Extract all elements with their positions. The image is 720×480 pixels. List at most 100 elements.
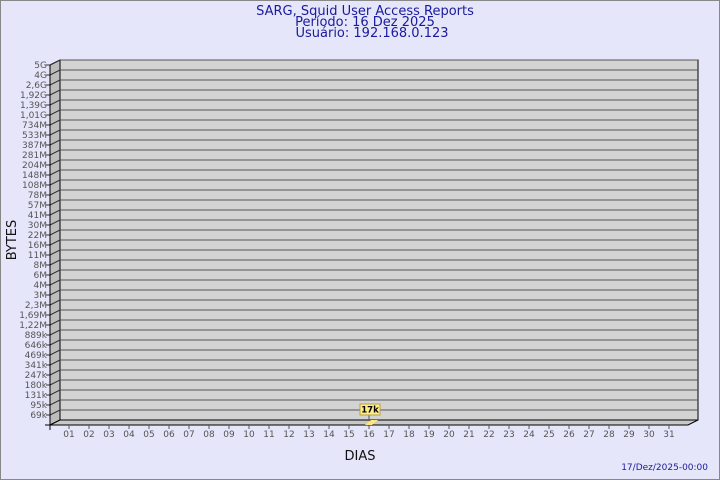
gridline-side [49,279,61,286]
x-tick-label: 24 [523,430,535,440]
gridline-side [49,239,61,246]
x-tick-label: 27 [583,430,594,440]
y-tick-label: 2,3M [25,301,47,311]
x-tick-label: 02 [83,430,94,440]
gridline-side [49,329,61,336]
gridline-side [49,119,61,126]
y-tick-label: 41M [28,211,47,221]
y-tick-label: 1,01G [20,111,47,121]
x-tick-label: 29 [623,430,635,440]
gridline-side [49,349,61,356]
x-tick-label: 17 [383,430,394,440]
x-axis-label: DIAS [345,449,376,464]
generated-timestamp: 17/Dez/2025-00:00 [621,463,708,473]
y-tick-label: 22M [28,231,47,241]
x-tick-label: 15 [343,430,354,440]
gridline-side [49,189,61,196]
y-tick-label: 469k [25,351,48,361]
y-tick-label: 247k [25,371,48,381]
x-tick-label: 03 [103,430,114,440]
gridline-side [49,109,61,116]
gridline-side [49,359,61,366]
y-tick-label: 1,39G [20,101,47,111]
y-tick-label: 30M [28,221,47,231]
y-tick-label: 57M [28,201,47,211]
y-tick-label: 11M [28,251,47,261]
y-tick-label: 734M [22,121,47,131]
x-tick-label: 16 [363,430,375,440]
x-tick-label: 30 [643,430,655,440]
x-tick-label: 25 [543,430,554,440]
x-tick-label: 26 [563,430,575,440]
gridline-side [49,159,61,166]
x-tick-label: 06 [163,430,175,440]
x-tick-label: 31 [663,430,674,440]
y-tick-label: 4M [34,281,48,291]
y-tick-label: 646k [25,341,48,351]
gridline-side [49,219,61,226]
gridline-side [49,389,61,396]
x-tick-label: 11 [263,430,274,440]
y-tick-label: 4G [34,71,47,81]
x-tick-label: 18 [403,430,415,440]
gridline-side [49,99,61,106]
x-tick-label: 28 [603,430,615,440]
y-axis-label: BYTES [5,220,20,261]
y-tick-label: 2,6G [26,81,47,91]
gridline-side [49,339,61,346]
data-label: 17k [361,406,379,416]
x-tick-label: 08 [203,430,215,440]
x-tick-label: 13 [303,430,314,440]
gridline-side [49,379,61,386]
y-tick-label: 131k [25,391,48,401]
y-tick-label: 1,69M [19,311,47,321]
x-tick-label: 07 [183,430,194,440]
gridline-side [49,399,61,406]
gridline-side [49,69,61,76]
gridline-side [49,369,61,376]
gridline-side [49,89,61,96]
y-tick-label: 889k [25,331,48,341]
gridline-side [49,209,61,216]
x-tick-label: 04 [123,430,135,440]
gridline-side [49,299,61,306]
y-tick-label: 1,92G [20,91,47,101]
gridline-side [49,169,61,176]
y-tick-label: 5G [34,61,47,71]
gridline-side [49,59,61,66]
gridline-side [49,319,61,326]
y-tick-label: 180k [25,381,48,391]
y-tick-label: 6M [34,271,48,281]
y-tick-label: 16M [28,241,47,251]
gridline-side [49,269,61,276]
y-tick-label: 387M [22,141,47,151]
y-tick-label: 341k [25,361,48,371]
y-tick-label: 1,22M [19,321,47,331]
bar-day-16 [365,420,378,425]
x-tick-label: 01 [63,430,74,440]
gridline-side [49,229,61,236]
x-tick-label: 22 [483,430,494,440]
chart-user: Usuário: 192.168.0.123 [295,26,448,41]
chart-period: Período: 16 Dez 2025 [295,15,435,30]
y-tick-label: 281M [22,151,47,161]
x-tick-label: 20 [443,430,455,440]
gridline-side [49,409,61,416]
y-tick-label: 8M [34,261,48,271]
gridline-side [49,309,61,316]
gridline-side [49,129,61,136]
x-tick-label: 19 [423,430,435,440]
y-tick-label: 148M [22,171,47,181]
gridline-side [49,179,61,186]
x-tick-label: 14 [323,430,335,440]
gridline-side [49,149,61,156]
gridline-side [49,249,61,256]
gridline-side [49,139,61,146]
x-tick-label: 10 [243,430,255,440]
data-label-box [359,403,381,416]
y-tick-label: 3M [34,291,48,301]
gridline-side [49,79,61,86]
y-tick-label: 204M [22,161,47,171]
y-tick-label: 533M [22,131,47,141]
